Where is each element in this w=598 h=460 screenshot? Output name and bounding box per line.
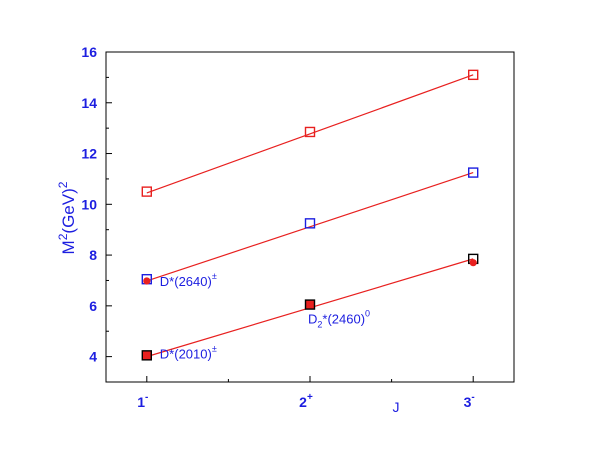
annotation-base: D: [308, 312, 317, 327]
y-tick-label: 8: [89, 247, 97, 263]
annotation-rest: *(2460): [322, 312, 365, 327]
annotation-sup: ±: [212, 271, 217, 281]
y-tick-label: 12: [81, 146, 97, 162]
y-axis-label: M2(GeV)2: [56, 181, 78, 254]
x-axis: 1- 2+ 3-: [137, 376, 475, 410]
x-tick-superscript: +: [307, 392, 313, 403]
annotation-d2010: D*(2010)±: [160, 343, 217, 361]
filled-circle-marker: [469, 259, 477, 267]
annotation-base: D*(2640): [160, 274, 212, 289]
x-axis-label: J: [393, 399, 400, 415]
open-square-marker: [468, 167, 479, 178]
fit-line: [146, 172, 474, 282]
ylabel-sup: 2: [56, 181, 70, 188]
open-square-marker: [304, 218, 316, 229]
plot-frame: [105, 51, 515, 383]
y-tick-label: 14: [81, 95, 97, 111]
annotation-sup: ±: [212, 343, 217, 353]
x-tick-superscript: -: [471, 392, 474, 403]
x-tick-label: 2+: [299, 392, 313, 410]
ylabel-base: M: [59, 240, 78, 254]
open-square-marker: [468, 69, 479, 81]
annotation-sup: 0: [365, 309, 370, 319]
y-tick-label: 16: [81, 44, 97, 60]
y-tick-label: 10: [81, 196, 97, 212]
filled-square-marker: [141, 350, 153, 361]
open-square-marker: [304, 126, 316, 138]
annotations: D*(2640)±D2*(2460)0D*(2010)±: [160, 271, 370, 361]
y-tick-label: 6: [89, 298, 97, 314]
data-markers: [141, 69, 479, 361]
fit-line: [146, 74, 474, 194]
annotation-sub: 2: [317, 320, 322, 330]
y-tick-label: 4: [89, 349, 97, 365]
plot-border: [105, 51, 515, 383]
x-tick-label: 3-: [464, 392, 475, 410]
x-tick-label: 1-: [137, 392, 148, 410]
annotation-base: D*(2010): [160, 346, 212, 361]
annotation-d2640: D*(2640)±: [160, 271, 217, 289]
ylabel-sup: 2: [56, 233, 70, 240]
filled-circle-marker: [143, 277, 151, 285]
x-tick-superscript: -: [145, 392, 148, 403]
annotation-d2460: D2*(2460)0: [308, 309, 370, 330]
open-square-marker: [141, 186, 153, 197]
y-axis: 4 6 8 10 12 14 16: [81, 44, 112, 383]
ylabel-unit: (GeV): [59, 188, 78, 233]
filled-square-marker: [304, 299, 316, 310]
